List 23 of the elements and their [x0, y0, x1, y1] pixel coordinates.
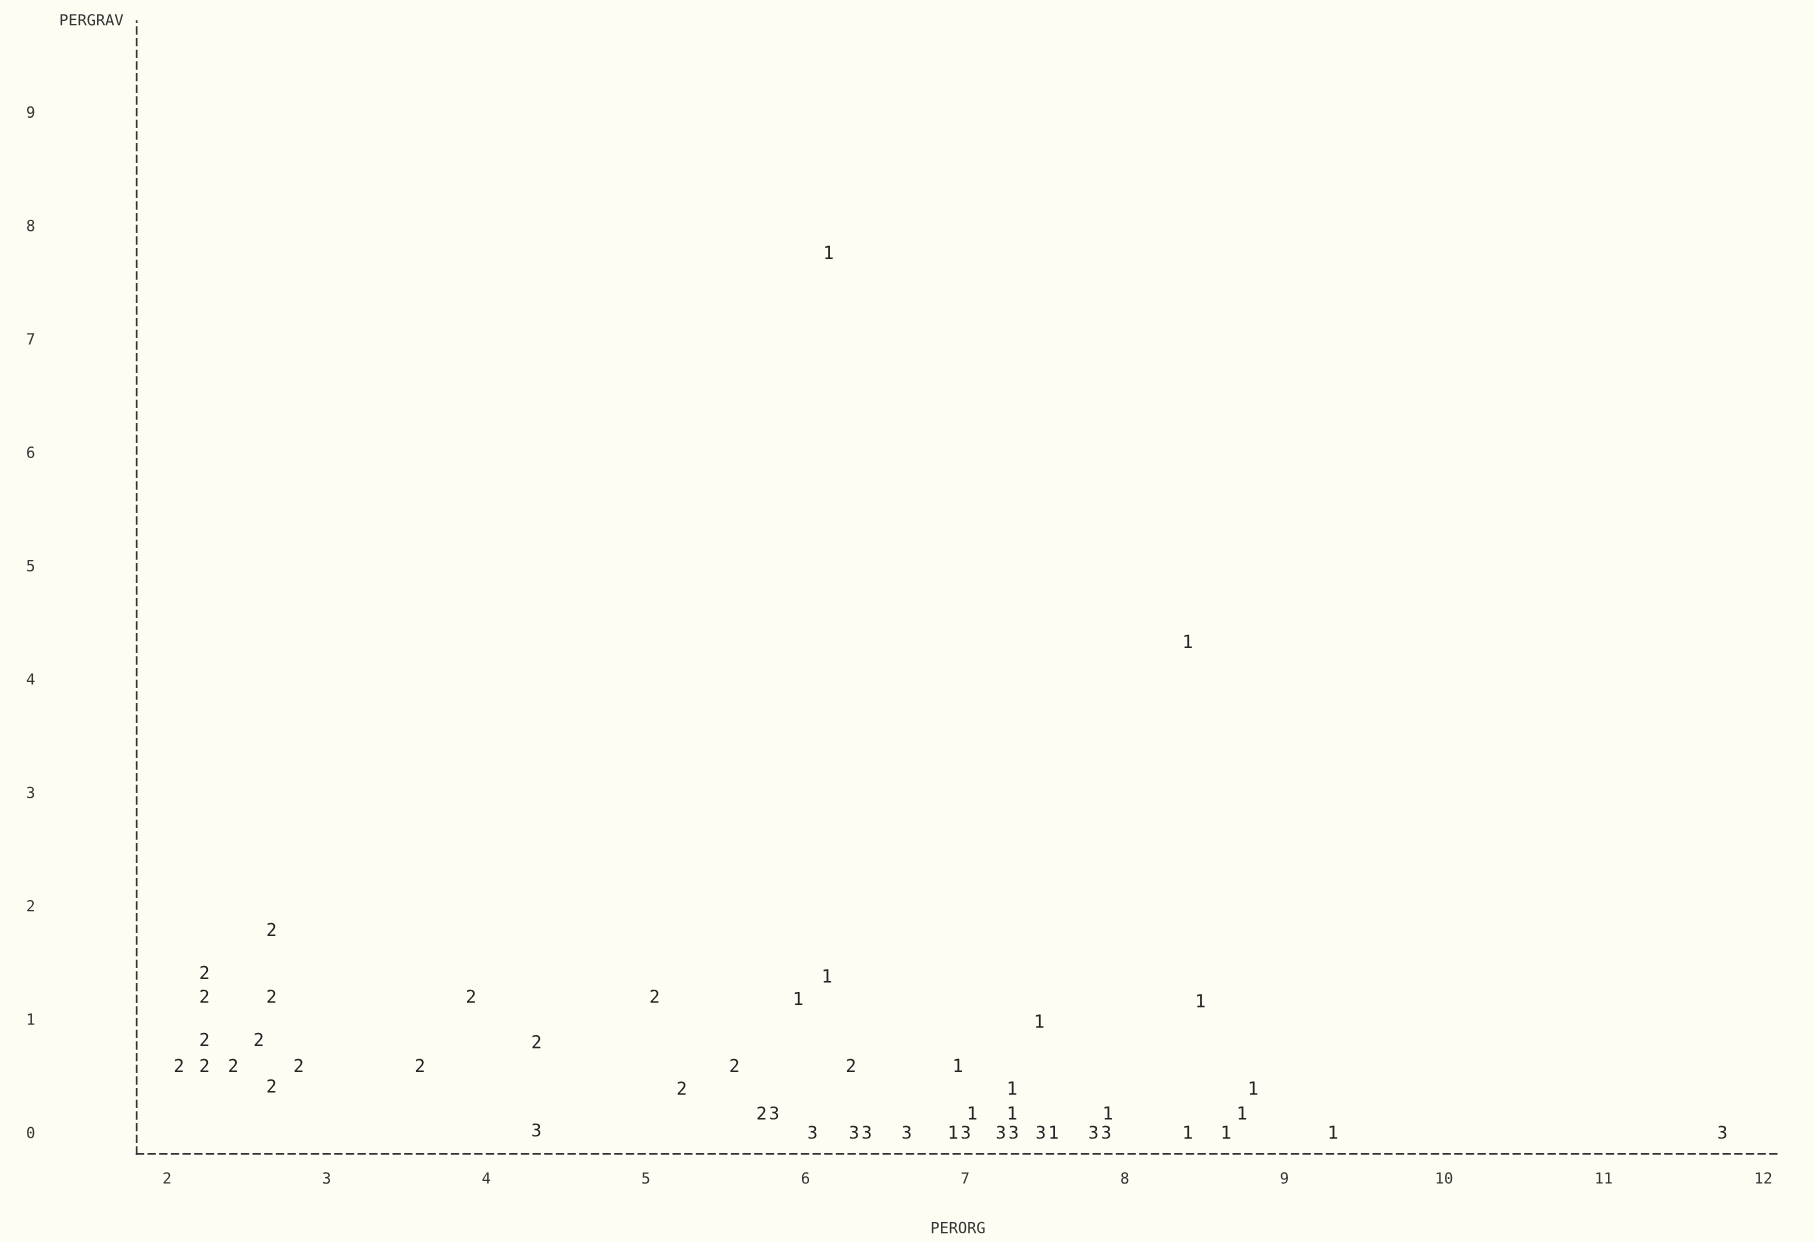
y-tick-label: 7	[27, 333, 35, 345]
x-tick-label: 5	[642, 1172, 650, 1184]
x-tick-label: 8	[1121, 1172, 1129, 1184]
y-tick-label: 1	[27, 1013, 35, 1025]
x-tick-label: 11	[1596, 1172, 1612, 1184]
x-tick-label: 4	[482, 1172, 491, 1184]
y-tick-label: 3	[27, 786, 35, 799]
x-axis-title: PERORG	[931, 1221, 985, 1234]
x-tick-label: 2	[163, 1172, 171, 1184]
x-tick-label: 9	[1280, 1172, 1288, 1184]
y-tick-label: 9	[27, 106, 35, 118]
y-tick-label: 5	[27, 560, 35, 572]
y-tick-label: 0	[27, 1126, 35, 1139]
y-tick-label: 4	[26, 673, 35, 685]
y-axis-title: PERGRAV	[60, 14, 124, 26]
x-tick-label: 7	[961, 1172, 969, 1184]
x-tick-label: 3	[323, 1172, 331, 1184]
x-tick-label: 10	[1436, 1172, 1453, 1184]
y-tick-label: 2	[27, 900, 34, 912]
y-tick-label: 8	[27, 219, 35, 232]
x-tick-label: 6	[801, 1172, 810, 1184]
x-tick-label: 12	[1755, 1172, 1772, 1184]
y-tick-label: 6	[27, 446, 35, 459]
